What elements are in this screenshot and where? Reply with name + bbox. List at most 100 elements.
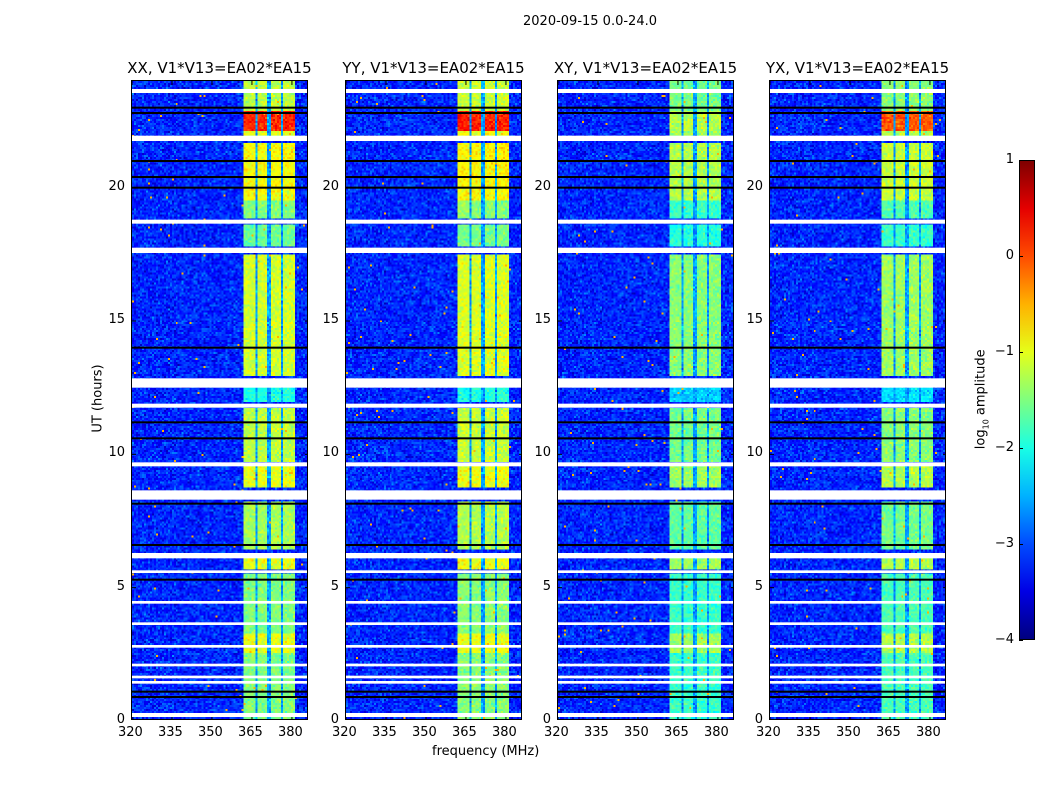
flagged-row [132,378,307,388]
flagged-row [558,490,733,500]
flagged-row [346,462,521,467]
dark-row [346,437,521,440]
dark-row [346,186,521,189]
flagged-row [770,622,945,625]
flagged-row [132,490,307,500]
panel-title: XY, V1*V13=EA02*EA15 [553,59,738,77]
flagged-row [770,663,945,667]
y-tick-label: 0 [754,712,763,727]
dark-row [132,160,307,162]
dark-row [346,578,521,581]
colorbar-tick-label: −3 [994,536,1014,551]
y-tick-label: 5 [116,578,125,594]
x-tick-label: 380 [915,725,941,740]
flagged-row [770,219,945,224]
panel-title: YX, V1*V13=EA02*EA15 [765,59,950,77]
x-tick-label: 365 [875,725,901,740]
flagged-row [346,645,521,648]
flagged-row [558,403,733,408]
dark-row [770,690,945,693]
x-tick-label: 335 [795,725,821,740]
flagged-row [346,553,521,559]
dark-row [346,502,521,505]
flagged-row [558,462,733,467]
dark-row [770,544,945,546]
flagged-row [132,553,307,559]
flagged-row [346,247,521,253]
dark-row [132,106,307,109]
x-tick-label: 365 [663,725,689,740]
dark-row [132,696,307,698]
y-tick-label: 15 [322,312,339,327]
x-tick-label: 320 [118,725,143,740]
flagged-row [770,675,945,679]
x-tick-label: 335 [583,725,609,740]
flagged-row [558,553,733,559]
dark-row [132,346,307,349]
dark-row [770,186,945,189]
flagged-row [770,570,945,573]
dark-row [132,502,307,505]
flagged-row [132,681,307,684]
flagged-row [132,675,307,679]
flagged-row [770,462,945,467]
dark-row [558,346,733,349]
colorbar-tick-label: 0 [1005,248,1014,263]
dark-row [346,176,521,178]
y-tick-label: 0 [542,712,551,727]
dark-row [558,578,733,581]
dark-row [132,544,307,546]
flagged-row [558,681,733,684]
x-tick-label: 380 [491,725,517,740]
dark-row [770,502,945,505]
colorbar-tick-mark [1019,256,1023,257]
y-tick-label: 20 [322,178,339,194]
flagged-row [770,378,945,388]
y-tick-label: 10 [534,445,551,461]
dark-row [346,160,521,162]
dark-row [132,690,307,693]
dark-row [132,421,307,424]
dark-row [770,578,945,581]
dark-row [770,437,945,440]
flagged-row [132,403,307,408]
panel-overlay [132,81,307,719]
flagged-row [558,378,733,388]
flagged-row [346,403,521,408]
dark-row [132,437,307,440]
flagged-row [558,713,733,717]
x-tick-label: 380 [703,725,729,740]
flagged-row [558,247,733,253]
panel-overlay [346,81,521,719]
dark-row [558,690,733,693]
colorbar [1019,160,1035,640]
dark-row [346,346,521,349]
flagged-row [346,663,521,667]
flagged-row [132,601,307,604]
spectrogram-panel [557,80,734,720]
dark-row [558,421,733,424]
y-tick-label: 15 [108,312,125,327]
flagged-row [346,681,521,684]
figure-title: 2020-09-15 0.0-24.0 [523,14,657,29]
x-tick-label: 350 [411,725,437,740]
spectrogram-panel [131,80,308,720]
x-tick-label: 350 [197,725,223,740]
flagged-row [132,247,307,253]
x-tick-label: 350 [623,725,649,740]
flagged-row [346,89,521,93]
flagged-row [558,89,733,93]
x-tick-label: 320 [756,725,781,740]
flagged-row [346,135,521,141]
dark-row [558,696,733,698]
y-tick-label: 15 [534,312,551,327]
dark-row [770,696,945,698]
y-tick-label: 0 [330,712,339,727]
spectrogram-panel [769,80,946,720]
colorbar-tick-mark [1019,640,1023,641]
colorbar-tick-label: −1 [994,344,1014,359]
colorbar-tick-label: 1 [1005,152,1014,167]
colorbar-tick-mark [1019,448,1023,449]
dark-row [558,160,733,162]
